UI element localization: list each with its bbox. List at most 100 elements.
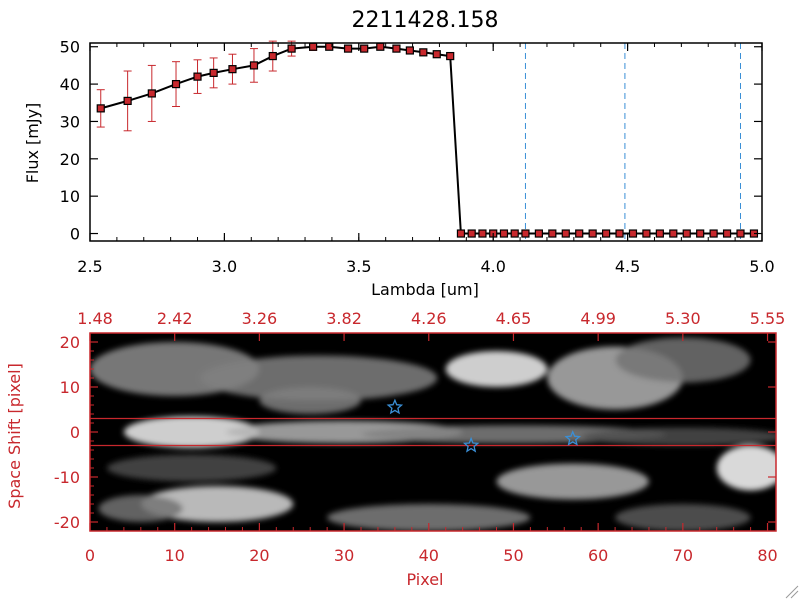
data-point-29	[561, 229, 570, 238]
intensity-region-0	[123, 416, 260, 448]
y-tick-label-0: 0	[70, 225, 80, 244]
data-point-20	[456, 229, 466, 238]
data-point-9	[287, 44, 296, 53]
intensity-region-9	[259, 387, 362, 414]
spectrum-plot: 2211428.158 2.5 3.0 3.5 4.0 4.5 5.0 0 10 20 30 40 5…	[23, 8, 775, 299]
data-point-41	[722, 229, 732, 238]
intensity-region-5	[200, 355, 438, 401]
y-axis-label: Flux [mJy]	[23, 103, 42, 184]
data-point-34	[628, 229, 638, 238]
shift-tick-label-4: -20	[54, 513, 80, 532]
y-tick-label-3: 30	[60, 112, 80, 131]
pixel-tick-label-1: 10	[165, 546, 185, 565]
data-point-39	[696, 229, 705, 238]
wavelength-tick-label-2: 3.26	[242, 309, 278, 328]
data-point-27	[534, 229, 543, 238]
pixel-tick-label-2: 20	[249, 546, 269, 565]
pixel-tick-label-8: 80	[757, 546, 777, 565]
data-point-4	[193, 72, 202, 81]
data-point-18	[432, 50, 441, 59]
source-star-icon-2	[564, 430, 582, 446]
data-point-35	[642, 229, 651, 238]
data-point-0	[96, 104, 105, 113]
source-markers	[386, 398, 582, 453]
pixel-tick-label-4: 40	[419, 546, 439, 565]
wavelength-tick-label-6: 4.99	[580, 309, 616, 328]
data-point-16	[405, 46, 414, 55]
data-point-19	[446, 51, 455, 61]
data-point-10	[309, 42, 318, 51]
data-point-32	[601, 229, 611, 238]
wavelength-tick-label-0: 1.48	[77, 309, 113, 328]
pixel-tick-label-6: 60	[588, 546, 608, 565]
data-point-42	[736, 229, 745, 238]
data-point-26	[521, 229, 530, 238]
data-point-14	[376, 42, 385, 51]
data-point-2	[147, 89, 156, 98]
data-point-1	[123, 96, 132, 106]
data-point-15	[392, 44, 401, 53]
data-point-40	[709, 229, 718, 238]
data-point-13	[360, 44, 369, 53]
data-point-25	[510, 229, 519, 238]
data-point-17	[419, 48, 428, 57]
pixel-tick-label-0: 0	[85, 546, 95, 565]
pixel-tick-label-3: 30	[334, 546, 354, 565]
pixel-tick-label-5: 50	[503, 546, 523, 565]
data-point-8	[268, 51, 277, 61]
chart-title: 2211428.158	[352, 8, 499, 33]
y-tick-label-1: 10	[60, 187, 80, 206]
shift-tick-label-2: 0	[70, 423, 80, 442]
data-point-37	[669, 229, 678, 238]
data-point-5	[209, 68, 218, 77]
data-point-6	[228, 65, 237, 74]
top-plot-ticks: 2.5 3.0 3.5 4.0 4.5 5.0 0 10 20 30 40 50	[60, 38, 775, 276]
flux-series	[96, 40, 759, 238]
extraction-aperture-lines	[90, 417, 776, 447]
intensity-region-11	[98, 495, 184, 522]
x-axis-label: Lambda [um]	[371, 280, 479, 299]
wavelength-tick-label-3: 3.82	[326, 309, 362, 328]
x-tick-label-3: 4.0	[480, 257, 505, 276]
spectral-image-plot: 0 10 20 30 40 50 60 70 80 1.48 2.42 3.26 3.82 4.26 4.6…	[5, 309, 785, 589]
data-point-7	[249, 61, 259, 70]
y-tick-label-4: 40	[60, 75, 80, 94]
shift-tick-label-1: 10	[60, 378, 80, 397]
source-star-icon-1	[462, 436, 480, 453]
data-point-21	[467, 229, 476, 238]
data-point-28	[548, 229, 557, 238]
pixel-axis-label: Pixel	[406, 570, 443, 589]
wavelength-tick-label-7: 5.30	[665, 309, 701, 328]
resize-grip-icon	[785, 585, 799, 599]
data-point-30	[575, 229, 584, 238]
intensity-region-8	[615, 337, 751, 383]
pixel-tick-label-7: 70	[673, 546, 693, 565]
data-point-24	[499, 229, 509, 238]
data-point-12	[343, 44, 353, 53]
source-star-icon-0	[386, 398, 404, 415]
top-plot-frame	[89, 42, 763, 242]
intensity-region-16	[106, 454, 277, 482]
wavelength-tick-label-8: 5.55	[750, 309, 786, 328]
intensity-region-14	[716, 445, 776, 491]
data-point-33	[615, 229, 624, 238]
shift-tick-label-3: -10	[54, 468, 80, 487]
intensity-region-6	[445, 351, 548, 387]
intensity-region-13	[496, 463, 649, 500]
data-point-31	[588, 229, 597, 238]
x-tick-label-5: 5.0	[749, 257, 774, 276]
space-shift-axis-label: Space Shift [pixel]	[5, 363, 24, 509]
intensity-region-12	[327, 504, 531, 531]
x-tick-label-1: 3.0	[212, 257, 237, 276]
y-tick-label-5: 50	[60, 38, 80, 57]
bottom-plot-ticks: 0 10 20 30 40 50 60 70 80 1.48 2.42 3.26 3.82 4.26 4.6…	[54, 309, 785, 565]
data-point-3	[171, 79, 181, 89]
wavelength-markers	[524, 43, 741, 241]
wavelength-tick-label-1: 2.42	[157, 309, 193, 328]
wavelength-tick-label-5: 4.65	[496, 309, 532, 328]
intensity-region-3	[581, 427, 776, 446]
intensity-region-15	[615, 504, 751, 531]
y-tick-label-2: 20	[60, 150, 80, 169]
x-tick-label-4: 4.5	[615, 257, 640, 276]
